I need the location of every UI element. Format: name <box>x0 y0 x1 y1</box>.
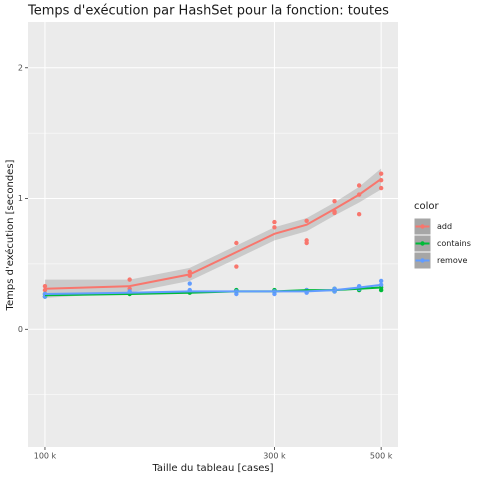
grid <box>28 22 398 447</box>
x-tick-label: 100 k <box>34 452 57 461</box>
y-tick-label: 0 <box>18 325 23 334</box>
legend-label: contains <box>437 239 471 248</box>
legend: add contains remove <box>413 217 471 270</box>
legend-label: add <box>437 222 452 231</box>
point <box>356 183 362 188</box>
legend-point <box>420 241 425 246</box>
x-axis-title: Taille du tableau [cases] <box>151 463 273 474</box>
point <box>187 281 192 286</box>
point <box>378 171 384 176</box>
smooth-line <box>44 283 382 295</box>
x-tick-label: 300 k <box>263 452 286 461</box>
point <box>332 210 337 216</box>
legend-label: remove <box>437 256 467 265</box>
x-tick-label: 500 k <box>370 452 393 461</box>
confidence-band <box>44 168 382 298</box>
point <box>127 277 132 282</box>
legend-title: color <box>414 201 440 212</box>
chart-title: Temps d'exécution par HashSet pour la fo… <box>27 4 389 19</box>
legend-point <box>420 224 425 229</box>
smooth-line <box>44 178 382 290</box>
y-tick-label: 1 <box>18 194 23 203</box>
point <box>304 218 309 223</box>
point <box>234 240 239 246</box>
point <box>356 212 362 217</box>
point <box>272 219 277 225</box>
point <box>272 225 277 230</box>
point <box>378 278 384 284</box>
point <box>234 264 239 269</box>
panel <box>28 22 398 447</box>
point <box>378 185 384 191</box>
y-axis-title: Temps d'exécution [secondes] <box>4 159 16 311</box>
point <box>42 283 48 289</box>
legend-point <box>420 258 425 263</box>
point <box>304 240 309 246</box>
marks <box>42 168 384 299</box>
y-tick-label: 2 <box>18 63 23 72</box>
point <box>332 198 337 204</box>
